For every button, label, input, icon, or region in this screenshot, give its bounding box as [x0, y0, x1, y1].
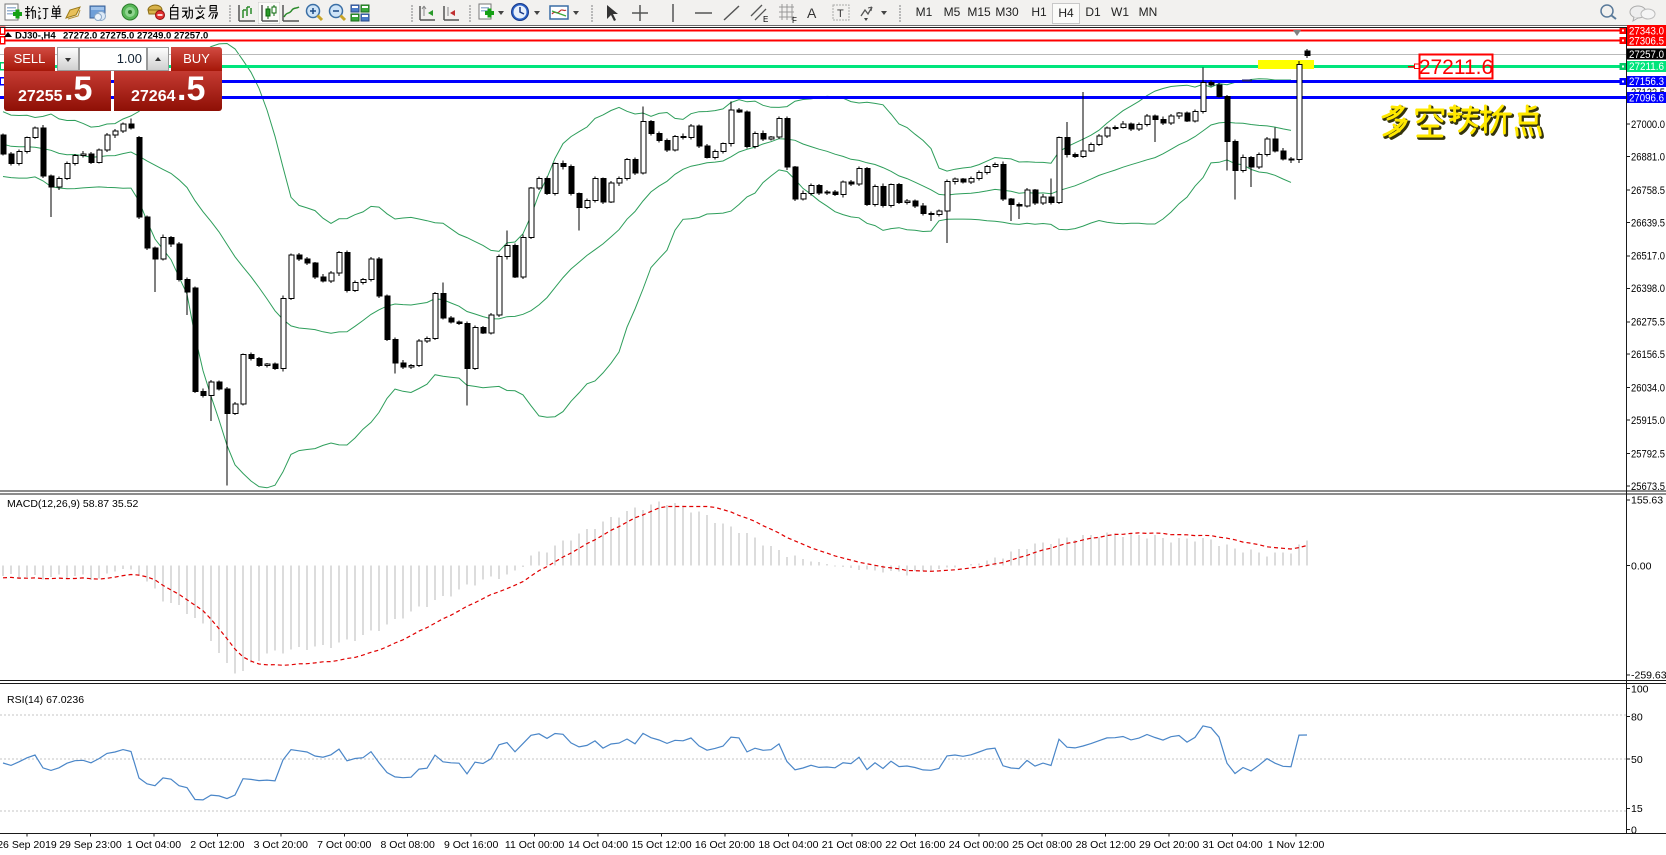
svg-text:26 Sep 2019: 26 Sep 2019 [0, 839, 57, 851]
svg-text:A: A [807, 5, 817, 21]
svg-text:27096.6: 27096.6 [1629, 93, 1664, 105]
svg-text:-259.63: -259.63 [1631, 670, 1666, 682]
svg-text:29 Sep 23:00: 29 Sep 23:00 [59, 839, 122, 851]
svg-text:1 Oct 04:00: 1 Oct 04:00 [127, 839, 181, 851]
svg-text:25673.5: 25673.5 [1631, 481, 1665, 493]
svg-text:18 Oct 04:00: 18 Oct 04:00 [758, 839, 818, 851]
svg-text:26517.0: 26517.0 [1631, 251, 1665, 263]
svg-text:15: 15 [1631, 803, 1643, 815]
svg-text:7 Oct 00:00: 7 Oct 00:00 [317, 839, 371, 851]
svg-text:0.00: 0.00 [1631, 560, 1652, 572]
svg-text:27257.0: 27257.0 [1629, 49, 1664, 61]
svg-text:25792.5: 25792.5 [1631, 448, 1665, 460]
svg-text:0: 0 [1631, 824, 1637, 836]
svg-text:2 Oct 12:00: 2 Oct 12:00 [190, 839, 244, 851]
svg-text:26034.0: 26034.0 [1631, 382, 1665, 394]
svg-text:50: 50 [1631, 754, 1643, 766]
svg-text:27000.0: 27000.0 [1631, 119, 1665, 131]
svg-text:11 Oct 00:00: 11 Oct 00:00 [505, 839, 565, 851]
svg-text:27211.6: 27211.6 [1419, 56, 1493, 79]
svg-text:25 Oct 08:00: 25 Oct 08:00 [1012, 839, 1072, 851]
svg-text:26881.0: 26881.0 [1631, 151, 1665, 163]
svg-text:8 Oct 08:00: 8 Oct 08:00 [381, 839, 435, 851]
svg-text:27211.6: 27211.6 [1629, 61, 1664, 73]
svg-text:25915.0: 25915.0 [1631, 415, 1665, 427]
svg-text:29 Oct 20:00: 29 Oct 20:00 [1139, 839, 1199, 851]
svg-text:24 Oct 00:00: 24 Oct 00:00 [949, 839, 1009, 851]
svg-text:27343.0: 27343.0 [1629, 25, 1664, 37]
svg-text:26758.5: 26758.5 [1631, 185, 1665, 197]
svg-text:1 Nov 12:00: 1 Nov 12:00 [1268, 839, 1325, 851]
svg-text:26275.5: 26275.5 [1631, 317, 1665, 329]
svg-text:28 Oct 12:00: 28 Oct 12:00 [1076, 839, 1136, 851]
svg-text:80: 80 [1631, 712, 1643, 724]
svg-text:15 Oct 12:00: 15 Oct 12:00 [631, 839, 691, 851]
svg-text:27156.3: 27156.3 [1629, 76, 1664, 88]
svg-text:26156.5: 26156.5 [1631, 349, 1665, 361]
svg-text:27272.0 27275.0 27249.0 27257.: 27272.0 27275.0 27249.0 27257.0 [63, 31, 208, 42]
svg-text:3 Oct 20:00: 3 Oct 20:00 [254, 839, 308, 851]
svg-text:16 Oct 20:00: 16 Oct 20:00 [695, 839, 755, 851]
svg-text:155.63: 155.63 [1631, 495, 1663, 507]
svg-text:F: F [792, 16, 797, 24]
svg-text:31 Oct 04:00: 31 Oct 04:00 [1202, 839, 1262, 851]
svg-text:21 Oct 08:00: 21 Oct 08:00 [822, 839, 882, 851]
svg-text:22 Oct 16:00: 22 Oct 16:00 [885, 839, 945, 851]
svg-text:100: 100 [1631, 683, 1649, 695]
svg-text:26639.5: 26639.5 [1631, 217, 1665, 229]
svg-text:26398.0: 26398.0 [1631, 283, 1665, 295]
svg-text:MACD(12,26,9) 58.87 35.52: MACD(12,26,9) 58.87 35.52 [7, 498, 138, 510]
svg-text:27306.5: 27306.5 [1629, 35, 1664, 47]
svg-text:RSI(14) 67.0236: RSI(14) 67.0236 [7, 694, 84, 706]
svg-text:E: E [763, 15, 768, 24]
svg-text:T: T [837, 8, 844, 20]
svg-text:DJ30-,H4: DJ30-,H4 [15, 31, 56, 42]
svg-text:14 Oct 04:00: 14 Oct 04:00 [568, 839, 628, 851]
svg-text:9 Oct 16:00: 9 Oct 16:00 [444, 839, 498, 851]
